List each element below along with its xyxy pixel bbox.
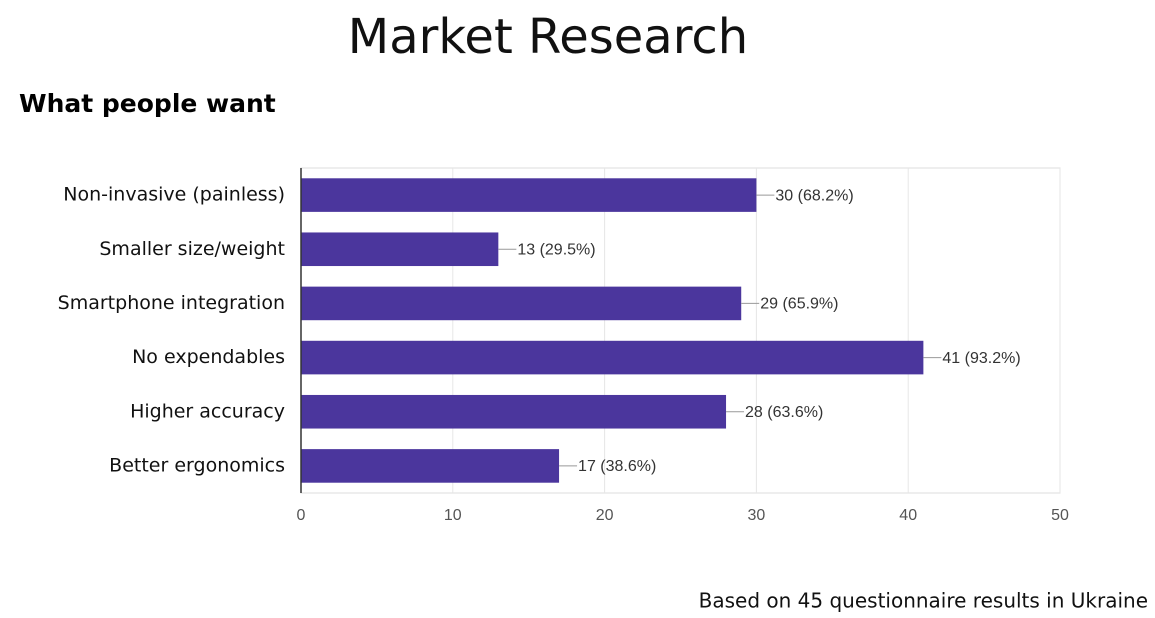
bar [301,340,924,375]
value-label: 29 (65.9%) [760,296,838,313]
x-tick-label: 30 [748,507,766,524]
slide-title: Market Research [348,9,748,65]
chart-title: What people want [19,89,276,118]
y-tick-label: Non-invasive (painless) [63,184,285,206]
x-tick-label: 20 [596,507,614,524]
y-tick-label: No expendables [132,346,285,368]
y-tick-label: Smaller size/weight [99,238,285,260]
bar [301,178,757,212]
bar [301,394,727,429]
plot-frame [300,167,1061,494]
x-tick-label: 40 [899,507,917,524]
bar [301,449,560,483]
value-label: 30 (68.2%) [775,187,853,204]
value-label: 41 (93.2%) [942,350,1020,367]
y-tick-label: Better ergonomics [109,454,285,476]
footnote: Based on 45 questionnaire results in Ukr… [699,589,1148,613]
x-tick-label: 0 [297,507,306,524]
x-tick-label: 50 [1051,507,1069,524]
y-tick-label: Smartphone integration [58,292,285,314]
value-label: 13 (29.5%) [517,241,595,258]
y-tick-label: Higher accuracy [130,400,285,422]
x-tick-label: 10 [444,507,462,524]
bar [301,232,499,267]
bar [301,286,742,321]
value-label: 28 (63.6%) [745,404,823,421]
value-label: 17 (38.6%) [578,458,656,475]
